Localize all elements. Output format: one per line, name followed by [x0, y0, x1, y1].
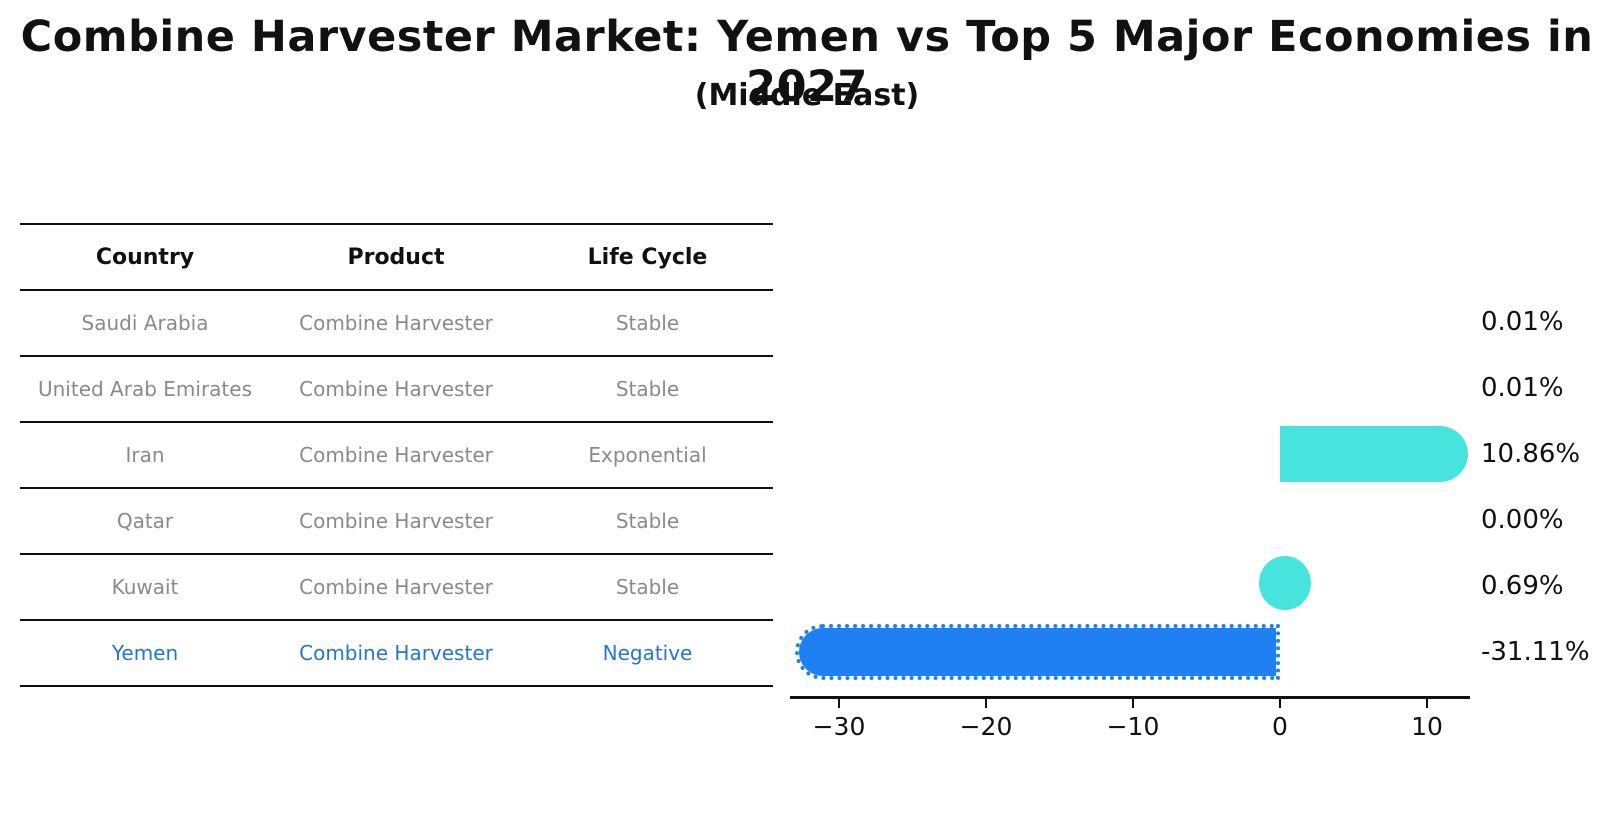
table-cell-product: Combine Harvester [299, 377, 493, 401]
x-axis-tick [838, 699, 840, 708]
table-cell-product: Combine Harvester [299, 443, 493, 467]
table-cell-product: Combine Harvester [299, 311, 493, 335]
table-row-yemen: Yemen Combine Harvester Negative [20, 619, 773, 685]
table-header-life-cycle: Life Cycle [587, 244, 708, 270]
table-cell-product: Combine Harvester [299, 575, 493, 599]
value-label-iran: 10.86% [1481, 439, 1581, 469]
table-cell-country: United Arab Emirates [37, 377, 252, 401]
table-cell-product: Combine Harvester [299, 509, 493, 533]
value-label-united-arab-emirates: 0.01% [1481, 373, 1564, 403]
table-header-product: Product [347, 244, 445, 270]
bar-yemen [794, 624, 1280, 680]
table-cell-life-cycle: Stable [615, 377, 680, 401]
x-axis-tick [985, 699, 987, 708]
value-label-saudi-arabia: 0.01% [1481, 307, 1564, 337]
x-axis-tick-label: −30 [812, 712, 866, 741]
country-table: Country Product Life Cycle Saudi Arabia Comb… [20, 223, 773, 687]
x-axis-tick-label: 10 [1411, 712, 1443, 741]
bar-kuwait [1259, 556, 1312, 610]
table-row-united-arab-emirates: United Arab Emirates Combine Harvester Sta… [20, 355, 773, 421]
value-label-qatar: 0.00% [1481, 505, 1564, 535]
table-row-saudi-arabia: Saudi Arabia Combine Harvester Stable [20, 289, 773, 355]
table-cell-country: Saudi Arabia [81, 311, 209, 335]
x-axis-line [790, 696, 1470, 699]
bar-iran [1280, 426, 1468, 482]
table-cell-life-cycle: Stable [615, 509, 680, 533]
value-label-yemen: -31.11% [1481, 637, 1590, 667]
table-cell-life-cycle: Stable [615, 575, 680, 599]
table-header-country: Country [95, 244, 195, 270]
table-row-iran: Iran Combine Harvester Exponential [20, 421, 773, 487]
table-cell-country: Kuwait [111, 575, 179, 599]
table-cell-country: Yemen [111, 641, 179, 665]
chart-title: Combine Harvester Market: Yemen vs Top 5… [20, 12, 1594, 112]
table-cell-life-cycle: Stable [615, 311, 680, 335]
table-cell-country: Qatar [116, 509, 174, 533]
x-axis-tick [1426, 699, 1428, 708]
x-axis-tick-label: −10 [1106, 712, 1160, 741]
table-row-kuwait: Kuwait Combine Harvester Stable [20, 553, 773, 619]
value-label-kuwait: 0.69% [1481, 571, 1564, 601]
table-cell-life-cycle: Negative [602, 641, 693, 665]
table-cell-country: Iran [125, 443, 165, 467]
chart-subtitle: (Middle East) [694, 78, 920, 113]
x-axis-tick [1279, 699, 1281, 708]
table-header-row: Country Product Life Cycle [20, 223, 773, 289]
x-axis-tick-label: 0 [1272, 712, 1288, 741]
table-cell-product: Combine Harvester [299, 641, 493, 665]
table-cell-life-cycle: Exponential [588, 443, 707, 467]
x-axis-tick-label: −20 [959, 712, 1013, 741]
x-axis-tick [1132, 699, 1134, 708]
table-row-qatar: Qatar Combine Harvester Stable [20, 487, 773, 553]
